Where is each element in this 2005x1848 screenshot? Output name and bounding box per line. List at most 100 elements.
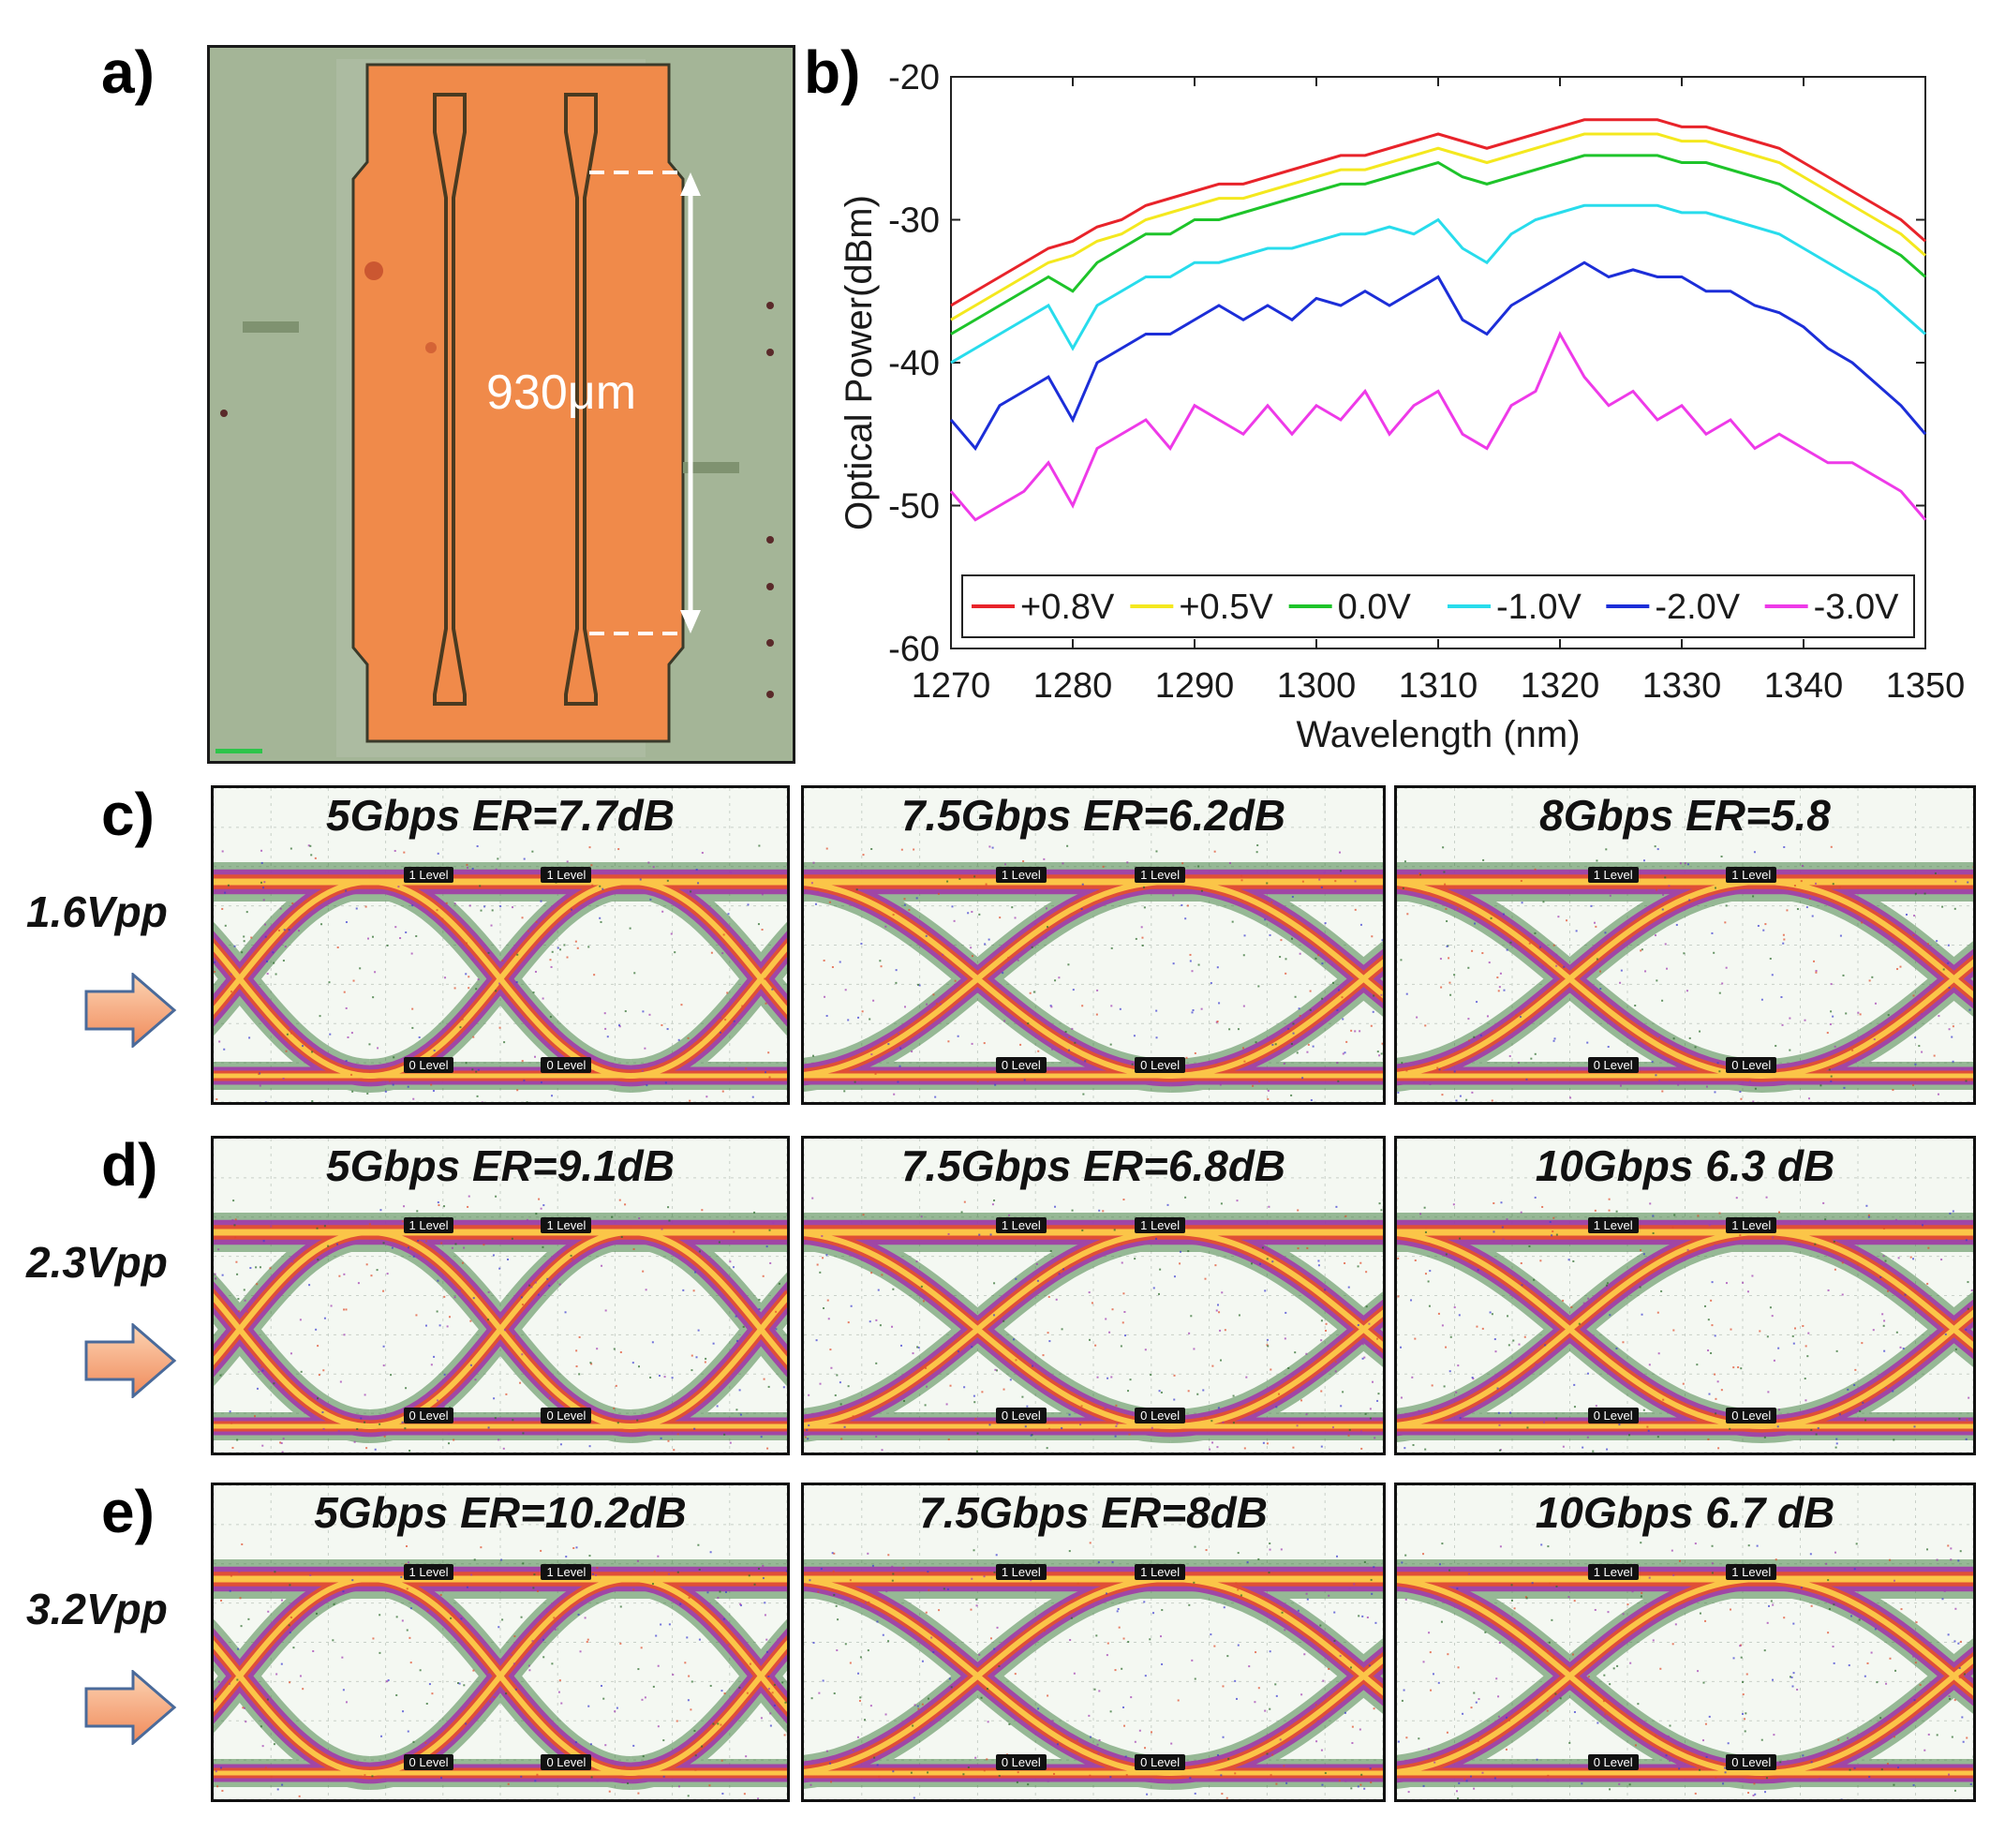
zero-level-marker: 0 Level bbox=[541, 1057, 592, 1073]
one-level-marker: 1 Level bbox=[1587, 867, 1639, 883]
zero-level-marker: 0 Level bbox=[995, 1408, 1047, 1423]
y-tick-label: -40 bbox=[888, 344, 940, 383]
legend-label-0: +0.8V bbox=[1020, 588, 1115, 627]
one-level-marker: 1 Level bbox=[541, 867, 592, 883]
panel-label-c: c) bbox=[101, 781, 155, 848]
x-tick-label: 1290 bbox=[1155, 666, 1235, 706]
one-level-marker: 1 Level bbox=[1135, 1217, 1186, 1233]
zero-level-marker: 0 Level bbox=[1135, 1408, 1186, 1423]
panel-label-b: b) bbox=[804, 38, 861, 106]
zero-level-marker: 0 Level bbox=[403, 1754, 454, 1770]
right-arrow-icon bbox=[84, 1323, 177, 1398]
zero-level-marker: 0 Level bbox=[995, 1754, 1047, 1770]
y-axis-title: Optical Power(dBm) bbox=[839, 195, 880, 530]
series-line-2 bbox=[950, 154, 1926, 335]
series-line-3 bbox=[950, 203, 1926, 365]
one-level-marker: 1 Level bbox=[403, 1564, 454, 1580]
eye-pattern bbox=[804, 788, 1383, 1102]
series-line-4 bbox=[949, 261, 1927, 452]
zero-level-marker: 0 Level bbox=[403, 1408, 454, 1423]
eye-diagram: 1 Level 1 Level 0 Level 0 Level 10Gbps 6.7 d… bbox=[1394, 1483, 1976, 1802]
one-level-marker: 1 Level bbox=[995, 1564, 1047, 1580]
one-level-marker: 1 Level bbox=[995, 1217, 1047, 1233]
one-level-marker: 1 Level bbox=[541, 1217, 592, 1233]
drive-voltage-label: 1.6Vpp bbox=[26, 887, 168, 936]
zero-level-marker: 0 Level bbox=[1587, 1408, 1639, 1423]
eye-pattern bbox=[804, 1485, 1383, 1799]
panel-label-d: d) bbox=[101, 1131, 158, 1199]
legend-label-1: +0.5V bbox=[1179, 588, 1273, 627]
x-tick-label: 1310 bbox=[1399, 666, 1478, 706]
eye-diagram: 1 Level 1 Level 0 Level 0 Level 7.5Gbps ER=8… bbox=[801, 1483, 1386, 1802]
zero-level-marker: 0 Level bbox=[1726, 1057, 1777, 1073]
x-tick-label: 1350 bbox=[1886, 666, 1966, 706]
eye-pattern bbox=[1397, 788, 1973, 1102]
x-tick-label: 1320 bbox=[1521, 666, 1600, 706]
one-level-marker: 1 Level bbox=[995, 867, 1047, 883]
eye-diagram: 1 Level 1 Level 0 Level 0 Level 10Gbps 6.3 d… bbox=[1394, 1136, 1976, 1455]
one-level-marker: 1 Level bbox=[1135, 1564, 1186, 1580]
one-level-marker: 1 Level bbox=[403, 1217, 454, 1233]
chart-root: 1270 1280 1290 1300 1310 1320 1330 1340 1350 -20 -… bbox=[839, 58, 1965, 755]
zero-level-marker: 0 Level bbox=[1587, 1754, 1639, 1770]
eye-diagram: 1 Level 1 Level 0 Level 0 Level 7.5Gbps ER=6… bbox=[801, 1136, 1386, 1455]
one-level-marker: 1 Level bbox=[403, 867, 454, 883]
legend-label-4: -2.0V bbox=[1655, 588, 1740, 627]
legend-label-2: 0.0V bbox=[1338, 588, 1412, 627]
y-tick-label: -50 bbox=[888, 487, 940, 527]
zero-level-marker: 0 Level bbox=[403, 1057, 454, 1073]
zero-level-marker: 0 Level bbox=[541, 1754, 592, 1770]
one-level-marker: 1 Level bbox=[1726, 1564, 1777, 1580]
eye-diagram-title: 8Gbps ER=5.8 bbox=[1539, 791, 1831, 840]
zero-level-marker: 0 Level bbox=[1587, 1057, 1639, 1073]
eye-diagram-title: 7.5Gbps ER=8dB bbox=[919, 1488, 1268, 1537]
one-level-marker: 1 Level bbox=[1726, 867, 1777, 883]
right-arrow-icon bbox=[84, 973, 177, 1048]
zero-level-marker: 0 Level bbox=[1726, 1408, 1777, 1423]
one-level-marker: 1 Level bbox=[1726, 1217, 1777, 1233]
series-line-0 bbox=[950, 118, 1926, 307]
y-tick-label: -20 bbox=[888, 58, 940, 97]
eye-diagram: 1 Level 1 Level 0 Level 0 Level 5Gbps ER=7.7… bbox=[211, 785, 790, 1105]
legend-label-5: -3.0V bbox=[1814, 588, 1899, 627]
x-axis-title: Wavelength (nm) bbox=[1296, 714, 1580, 755]
x-tick-label: 1330 bbox=[1642, 666, 1722, 706]
eye-diagram-title: 5Gbps ER=10.2dB bbox=[314, 1488, 687, 1537]
zero-level-marker: 0 Level bbox=[1726, 1754, 1777, 1770]
eye-diagram: 1 Level 1 Level 0 Level 0 Level 5Gbps ER=10.… bbox=[211, 1483, 790, 1802]
y-tick-label: -30 bbox=[888, 201, 940, 241]
series-line-5 bbox=[949, 331, 1927, 522]
zero-level-marker: 0 Level bbox=[541, 1408, 592, 1423]
eye-diagram: 1 Level 1 Level 0 Level 0 Level 5Gbps ER=9.1… bbox=[211, 1136, 790, 1455]
eye-pattern bbox=[1397, 1485, 1973, 1799]
legend-label-3: -1.0V bbox=[1496, 588, 1582, 627]
series-line-1 bbox=[950, 132, 1926, 321]
eye-pattern bbox=[804, 1139, 1383, 1453]
eye-diagram: 1 Level 1 Level 0 Level 0 Level 8Gbps ER=5.8 bbox=[1394, 785, 1976, 1105]
zero-level-marker: 0 Level bbox=[995, 1057, 1047, 1073]
one-level-marker: 1 Level bbox=[1587, 1217, 1639, 1233]
one-level-marker: 1 Level bbox=[541, 1564, 592, 1580]
eye-diagram-title: 7.5Gbps ER=6.8dB bbox=[900, 1141, 1286, 1190]
x-tick-label: 1300 bbox=[1277, 666, 1357, 706]
eye-diagram-title: 10Gbps 6.3 dB bbox=[1535, 1141, 1835, 1190]
drive-voltage-label: 2.3Vpp bbox=[26, 1238, 168, 1287]
eye-pattern bbox=[214, 1485, 787, 1799]
eye-diagram-title: 10Gbps 6.7 dB bbox=[1535, 1488, 1835, 1537]
eye-diagram-title: 5Gbps ER=7.7dB bbox=[326, 791, 675, 840]
eye-diagram: 1 Level 1 Level 0 Level 0 Level 7.5Gbps ER=6… bbox=[801, 785, 1386, 1105]
legend-box bbox=[961, 574, 1915, 638]
panel-label-e: e) bbox=[101, 1478, 155, 1545]
eye-diagram-title: 5Gbps ER=9.1dB bbox=[326, 1141, 675, 1190]
zero-level-marker: 0 Level bbox=[1135, 1754, 1186, 1770]
x-tick-label: 1270 bbox=[912, 666, 991, 706]
micrograph-image: 930μm bbox=[207, 45, 795, 764]
x-tick-label: 1340 bbox=[1764, 666, 1844, 706]
zero-level-marker: 0 Level bbox=[1135, 1057, 1186, 1073]
scale-label: 930μm bbox=[486, 365, 637, 420]
one-level-marker: 1 Level bbox=[1587, 1564, 1639, 1580]
right-arrow-icon bbox=[84, 1670, 177, 1745]
eye-pattern bbox=[1397, 1139, 1973, 1453]
x-tick-label: 1280 bbox=[1033, 666, 1113, 706]
drive-voltage-label: 3.2Vpp bbox=[26, 1585, 168, 1633]
